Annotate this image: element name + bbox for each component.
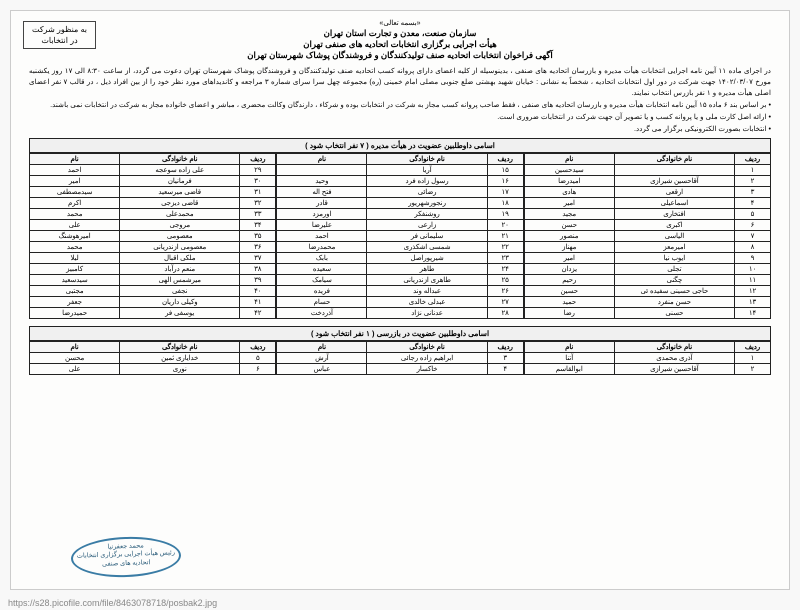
table-row: ۱۶رسول زاده فردوحید	[277, 175, 523, 186]
table-row: ۲۱سلیمانی فراحمد	[277, 230, 523, 241]
board-table-title: اسامی داوطلبین عضویت در هیأت مدیره ( ۷ ن…	[29, 138, 771, 153]
table-row: ۱۷رضائیفتح اله	[277, 186, 523, 197]
insp-col-3: ردیفنام خانوادگینام۵خدایاری ثمینمحسن۶نور…	[29, 341, 276, 375]
table-row: ۲۵طاهری ازندریانیسیامک	[277, 274, 523, 285]
bullet-3: انتخابات بصورت الکترونیکی برگزار می گردد…	[29, 124, 771, 135]
table-row: ۳۴مروجیعلی	[30, 219, 276, 230]
insp-col-1: ردیفنام خانوادگینام۱آذری محمدیآتنا۲آقاحس…	[524, 341, 771, 375]
table-row: ۳۶معصومی ازندریانیمحمد	[30, 241, 276, 252]
table-row: ۴۰نجفیمجتبی	[30, 285, 276, 296]
header: «بسمه تعالی» سازمان صنعت، معدن و تجارت ا…	[29, 19, 771, 61]
table-row: ۵افتخاریمجید	[524, 208, 770, 219]
main-paragraph: در اجرای ماده ۱۱ آیین نامه اجرایی انتخاب…	[29, 65, 771, 98]
table-row: ۱۸رنجورشهریورقادر	[277, 197, 523, 208]
table-row: ۳ارقعیهادی	[524, 186, 770, 197]
board-table-wrap: ردیفنام خانوادگینام۱سیدحسین۲آقاحسین شیرا…	[29, 153, 771, 323]
table-row: ۷الیاسیمنصور	[524, 230, 770, 241]
signature-stamp: محمد جعفرنیا رئیس هیأت اجرایی برگزاری ان…	[70, 535, 181, 579]
table-row: ۲آقاحسین شیرازیامیدرضا	[524, 175, 770, 186]
table-row: ۴۱وکیلی داریانجعفر	[30, 296, 276, 307]
table-row: ۲۳شیرپوراصلبابک	[277, 252, 523, 263]
table-row: ۴۲یوسفی فرحمیدرضا	[30, 307, 276, 318]
table-row: ۲آقاحسین شیرازیابوالقاسم	[524, 363, 770, 374]
table-row: ۳۳محمدعلیمحمد	[30, 208, 276, 219]
table-row: ۳۸منعم درآبادکامبیز	[30, 263, 276, 274]
table-row: ۲۸عدنانی نژادآذردخت	[277, 307, 523, 318]
table-row: ۱۵آریا	[277, 164, 523, 175]
table-row: ۱۱چگنیرحیم	[524, 274, 770, 285]
table-row: ۲۲شمسی اشکذریمحمدرضا	[277, 241, 523, 252]
table-row: ۸امیرمعزمهناز	[524, 241, 770, 252]
table-row: ۱۹روشنفکراورمزد	[277, 208, 523, 219]
table-row: ۱۴حسنیرضا	[524, 307, 770, 318]
table-row: ۳ابراهیم زاده رجائیآرش	[277, 352, 523, 363]
table-row: ۹ایوب نیاامیر	[524, 252, 770, 263]
table-row: ۲۴طاهرسعیده	[277, 263, 523, 274]
table-row: ۲۷عبدلی خالدیحسام	[277, 296, 523, 307]
table-row: ۲۰زارعیعلیرضا	[277, 219, 523, 230]
table-row: ۶نوریعلی	[30, 363, 276, 374]
committee: هیأت اجرایی برگزاری انتخابات اتحادیه های…	[29, 39, 771, 50]
table-row: ۳۷ملکی اقباللیلا	[30, 252, 276, 263]
table-row: ۱۰تجلییزدان	[524, 263, 770, 274]
table-row: ۲۶عبداله وندفریده	[277, 285, 523, 296]
bullet-1: بر اساس بند ۶ ماده ۱۵ آیین نامه انتخابات…	[29, 100, 771, 111]
corner-l1: به منظور شرکت	[32, 24, 87, 35]
table-row: ۴خاکسارعباس	[277, 363, 523, 374]
bismillah: «بسمه تعالی»	[29, 19, 771, 27]
table-row: ۵خدایاری ثمینمحسن	[30, 352, 276, 363]
corner-l2: در انتخابات	[32, 35, 87, 46]
table-row: ۶اکبریحسن	[524, 219, 770, 230]
table-row: ۳۱قاضی میرسعیدسیدمصطفی	[30, 186, 276, 197]
corner-box: به منظور شرکت در انتخابات	[23, 21, 96, 49]
table-row: ۳۹میرشمس الهیسیدسعید	[30, 274, 276, 285]
table-row: ۱۳حسن منفردحمید	[524, 296, 770, 307]
board-col-3: ردیفنام خانوادگینام۲۹علی زاده سوعجهاحمد۳…	[29, 153, 276, 319]
table-row: ۲۹علی زاده سوعجهاحمد	[30, 164, 276, 175]
table-row: ۱آذری محمدیآتنا	[524, 352, 770, 363]
inspector-table-title: اسامی داوطلبین عضویت در بازرسی ( ۱ نفر ا…	[29, 326, 771, 341]
insp-col-2: ردیفنام خانوادگینام۳ابراهیم زاده رجائیآر…	[276, 341, 523, 375]
bullet-2: ارائه اصل کارت ملی و یا پروانه کسب و یا …	[29, 112, 771, 123]
board-col-2: ردیفنام خانوادگینام۱۵آریا۱۶رسول زاده فرد…	[276, 153, 523, 319]
table-row: ۱۲حاجی حسینی سفیده ئیحسین	[524, 285, 770, 296]
table-row: ۱سیدحسین	[524, 164, 770, 175]
board-col-1: ردیفنام خانوادگینام۱سیدحسین۲آقاحسین شیرا…	[524, 153, 771, 319]
notice-title: آگهی فراخوان انتخابات اتحادیه صنف تولیدک…	[29, 50, 771, 61]
table-row: ۳۰فرمانیانامیر	[30, 175, 276, 186]
inspector-table-wrap: ردیفنام خانوادگینام۱آذری محمدیآتنا۲آقاحس…	[29, 341, 771, 379]
org-name: سازمان صنعت، معدن و تجارت استان تهران	[29, 28, 771, 39]
table-row: ۳۲قاضی دیزجیاکرم	[30, 197, 276, 208]
table-row: ۳۵معصومیامیرهوشنگ	[30, 230, 276, 241]
table-row: ۴اسماعیلیامیر	[524, 197, 770, 208]
